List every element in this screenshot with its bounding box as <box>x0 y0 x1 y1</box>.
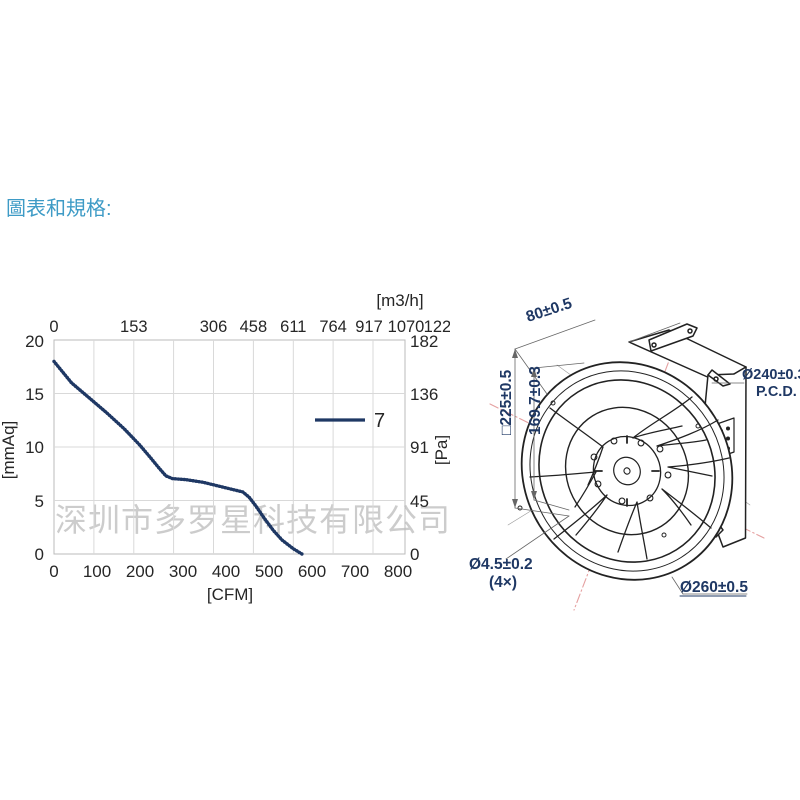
svg-text:Ø240±0.3: Ø240±0.3 <box>742 367 800 383</box>
svg-text:10: 10 <box>25 438 44 457</box>
svg-text:45: 45 <box>410 492 429 511</box>
svg-text:400: 400 <box>212 562 240 581</box>
svg-text:91: 91 <box>410 438 429 457</box>
svg-text:917: 917 <box>355 318 383 336</box>
svg-text:[CFM]: [CFM] <box>207 585 253 604</box>
svg-text:0: 0 <box>410 545 419 564</box>
svg-text:800: 800 <box>384 562 412 581</box>
svg-text:153: 153 <box>120 318 148 336</box>
svg-text:0: 0 <box>35 545 44 564</box>
svg-text:500: 500 <box>255 562 283 581</box>
svg-text:0: 0 <box>49 318 58 336</box>
svg-text:306: 306 <box>200 318 228 336</box>
svg-text:169.7±0.3: 169.7±0.3 <box>527 366 544 435</box>
svg-text:182: 182 <box>410 332 438 351</box>
svg-text:458: 458 <box>240 318 268 336</box>
svg-text:5: 5 <box>35 492 44 511</box>
svg-text:136: 136 <box>410 385 438 404</box>
svg-text:P.C.D.: P.C.D. <box>756 384 797 400</box>
svg-text:611: 611 <box>280 318 306 336</box>
svg-text:700: 700 <box>341 562 369 581</box>
svg-text:100: 100 <box>83 562 111 581</box>
svg-text:7: 7 <box>374 410 385 432</box>
svg-text:80±0.5: 80±0.5 <box>524 295 575 326</box>
svg-text:764: 764 <box>319 318 347 336</box>
svg-text:Ø260±0.5: Ø260±0.5 <box>680 579 748 596</box>
svg-text:□225±0.5: □225±0.5 <box>498 369 515 435</box>
svg-text:15: 15 <box>25 385 44 404</box>
svg-text:200: 200 <box>126 562 154 581</box>
svg-text:Ø4.5±0.2: Ø4.5±0.2 <box>469 556 533 573</box>
svg-text:600: 600 <box>298 562 326 581</box>
svg-text:20: 20 <box>25 332 44 351</box>
svg-text:0: 0 <box>49 562 58 581</box>
svg-text:[m3/h]: [m3/h] <box>376 291 423 310</box>
svg-text:[Pa]: [Pa] <box>432 435 450 465</box>
svg-text:[mmAq]: [mmAq] <box>0 421 18 480</box>
svg-text:300: 300 <box>169 562 197 581</box>
svg-text:(4×): (4×) <box>489 574 517 591</box>
